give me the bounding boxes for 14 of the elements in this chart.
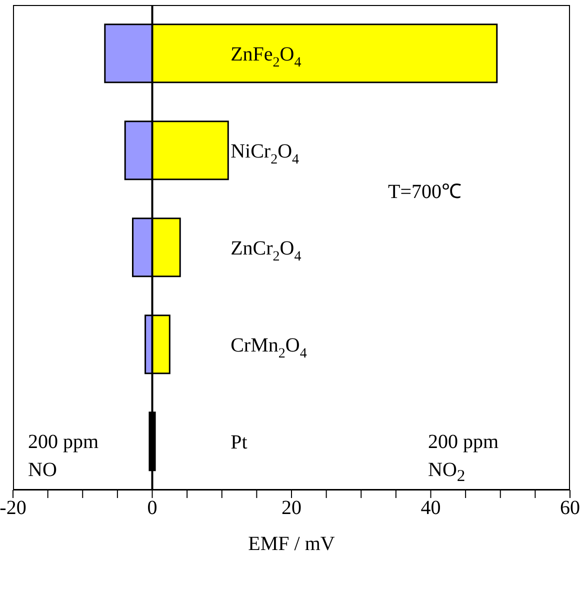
y-tick-label: CrMn$_{2}$O$_{4}$ (230, 334, 307, 362)
y-tick-label: NiCr$_{2}$O$_{4}$ (230, 140, 300, 168)
annotation: T=700℃ (388, 180, 462, 205)
x-tick-label: 0 (147, 497, 158, 520)
x-tick-label: 20 (282, 497, 302, 520)
x-tick-label: -20 (0, 497, 26, 520)
y-tick-label: ZnCr$_{2}$O$_{4}$ (230, 238, 302, 264)
x-tick-label: 40 (420, 497, 441, 520)
annotation: 200 ppm NO (28, 430, 99, 483)
annotation: 200 ppm NO$_{2}$ (428, 430, 499, 487)
y-tick-label: ZnFe$_{2}$O$_{4}$ (230, 44, 302, 70)
x-axis-title: EMF / mV (248, 533, 336, 555)
x-tick-label: 60 (560, 497, 580, 520)
y-tick-label: Pt (230, 432, 248, 454)
